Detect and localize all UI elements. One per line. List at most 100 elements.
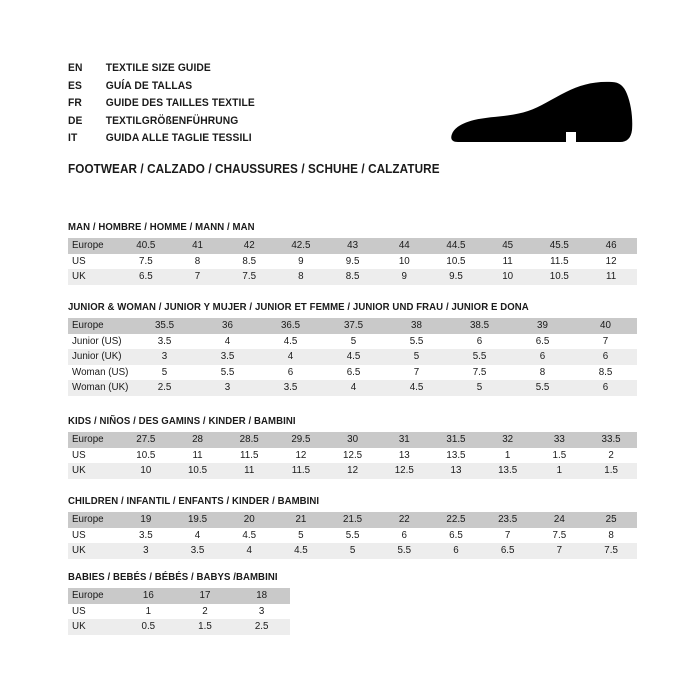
size-cell: 17 <box>176 588 234 604</box>
size-cell: 4 <box>322 380 385 396</box>
size-cell: 11.5 <box>533 253 586 270</box>
size-cell: 45 <box>481 238 534 254</box>
size-cell: 5 <box>275 527 327 544</box>
size-cell: 11 <box>223 463 276 479</box>
language-code: ES <box>68 79 82 92</box>
size-cell: 0.5 <box>120 619 177 635</box>
size-table: Europe 19 19.5 20 21 21.5 22 22.5 23.5 24 25 US 3.5 4… <box>68 512 637 559</box>
size-cell: 5 <box>326 543 379 559</box>
size-cell: 9 <box>378 269 431 285</box>
size-cell: 32 <box>481 432 534 448</box>
size-cell: 8 <box>275 269 327 285</box>
size-section: MAN / HOMBRE / HOMME / MANN / MAN Europe 4… <box>68 222 637 285</box>
size-cell: 35.5 <box>133 318 196 334</box>
size-cell: 6.5 <box>511 333 574 350</box>
size-cell: 43 <box>326 238 379 254</box>
size-cell: 7 <box>574 333 637 350</box>
size-cell: 12.5 <box>378 463 431 479</box>
size-table-row: Woman (UK) 2.5 3 3.5 4 4.5 5 5.5 6 <box>68 380 637 396</box>
size-cell: 2.5 <box>233 619 290 635</box>
size-table-row: UK 0.5 1.5 2.5 <box>68 619 290 635</box>
language-title: TEXTILE SIZE GUIDE <box>105 62 211 74</box>
size-cell: 4 <box>223 543 276 559</box>
size-cell: 5 <box>385 349 448 365</box>
size-row-label: Europe <box>68 318 133 334</box>
size-table-header-row: Europe 16 17 18 <box>68 588 290 604</box>
size-cell: 30 <box>326 432 379 448</box>
size-cell: 12 <box>326 463 379 479</box>
language-title-list: EN TEXTILE SIZE GUIDE ES GUÍA DE TALLAS FR GU… <box>68 62 428 150</box>
size-cell: 5.5 <box>511 380 574 396</box>
size-cell: 5 <box>133 364 196 381</box>
size-cell: 46 <box>585 238 637 254</box>
size-row-label: Europe <box>68 238 120 254</box>
size-cell: 6 <box>574 380 637 396</box>
size-cell: 7 <box>481 527 534 544</box>
size-row-label: US <box>68 603 120 620</box>
size-table-row: Junior (US) 3.5 4 4.5 5 5.5 6 6.5 7 <box>68 333 637 350</box>
size-cell: 4 <box>259 349 322 365</box>
size-cell: 38 <box>385 318 448 334</box>
size-cell: 2 <box>176 603 234 620</box>
size-cell: 44.5 <box>430 238 482 254</box>
size-cell: 7 <box>385 364 448 381</box>
language-title: GUIDA ALLE TAGLIE TESSILI <box>105 132 252 145</box>
size-cell: 27.5 <box>120 432 172 448</box>
size-section: CHILDREN / INFANTIL / ENFANTS / KINDER /… <box>68 496 637 559</box>
size-cell: 41 <box>171 238 224 254</box>
size-cell: 9.5 <box>430 269 482 285</box>
size-cell: 5.5 <box>196 364 259 381</box>
size-cell: 23.5 <box>481 512 534 528</box>
size-cell: 40 <box>574 318 637 334</box>
size-cell: 3 <box>120 543 172 559</box>
size-cell: 11 <box>171 447 224 464</box>
size-cell: 44 <box>378 238 431 254</box>
size-cell: 10 <box>378 253 431 270</box>
language-title: GUIDE DES TAILLES TEXTILE <box>105 97 255 110</box>
size-cell: 21.5 <box>326 512 379 528</box>
size-table: Europe 27.5 28 28.5 29.5 30 31 31.5 32 33 33.5 US 10… <box>68 432 637 479</box>
size-cell: 6 <box>378 527 431 544</box>
size-cell: 31 <box>378 432 431 448</box>
size-cell: 11.5 <box>223 447 276 464</box>
size-cell: 20 <box>223 512 276 528</box>
language-code: IT <box>68 132 78 145</box>
size-row-label: Junior (US) <box>68 333 133 350</box>
size-section-label: JUNIOR & WOMAN / JUNIOR Y MUJER / JUNIOR… <box>68 302 529 313</box>
size-cell: 12 <box>585 253 637 270</box>
size-cell: 13 <box>430 463 482 479</box>
size-cell: 11 <box>481 253 534 270</box>
size-cell: 19 <box>120 512 172 528</box>
size-cell: 7.5 <box>223 269 276 285</box>
size-cell: 28 <box>171 432 224 448</box>
size-table: Europe 35.5 36 36.5 37.5 38 38.5 39 40 Junior (US… <box>68 318 637 396</box>
size-table: Europe 40.5 41 42 42.5 43 44 44.5 45 45.5 46 US 7.5 8… <box>68 238 637 285</box>
size-cell: 3.5 <box>171 543 224 559</box>
size-row-label: Europe <box>68 512 120 528</box>
size-cell: 39 <box>511 318 574 334</box>
size-table-header-row: Europe 40.5 41 42 42.5 43 44 44.5 45 45.5 46 <box>68 238 637 254</box>
size-cell: 3.5 <box>133 333 196 350</box>
size-row-label: US <box>68 527 120 544</box>
size-cell: 5 <box>448 380 511 396</box>
size-cell: 7.5 <box>448 364 511 381</box>
size-cell: 8.5 <box>574 364 637 381</box>
size-cell: 36 <box>196 318 259 334</box>
size-cell: 7.5 <box>120 253 172 270</box>
size-cell: 4 <box>171 527 224 544</box>
language-row: ES GUÍA DE TALLAS <box>68 80 399 98</box>
size-cell: 1.5 <box>176 619 234 635</box>
size-cell: 22.5 <box>430 512 482 528</box>
size-cell: 10 <box>481 269 534 285</box>
size-cell: 3 <box>133 349 196 365</box>
size-row-label: Europe <box>68 588 120 604</box>
size-row-label: Woman (US) <box>68 364 133 381</box>
size-table-header-row: Europe 35.5 36 36.5 37.5 38 38.5 39 40 <box>68 318 637 334</box>
size-cell: 5 <box>322 333 385 350</box>
size-cell: 6.5 <box>322 364 385 381</box>
size-row-label: US <box>68 253 120 270</box>
size-cell: 4.5 <box>259 333 322 350</box>
size-cell: 11 <box>585 269 637 285</box>
size-cell: 8 <box>585 527 637 544</box>
